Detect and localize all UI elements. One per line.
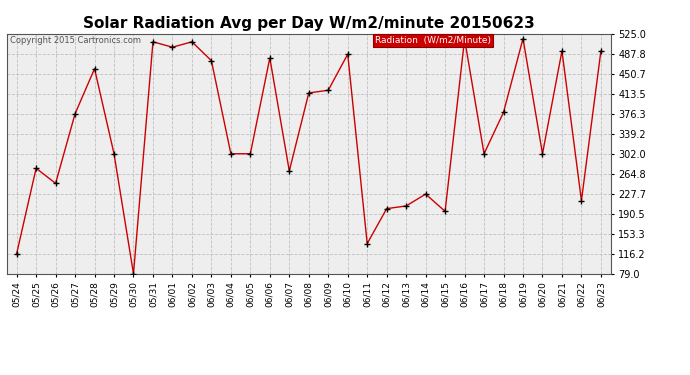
Text: Copyright 2015 Cartronics.com: Copyright 2015 Cartronics.com	[10, 36, 141, 45]
Text: Radiation  (W/m2/Minute): Radiation (W/m2/Minute)	[375, 36, 491, 45]
Title: Solar Radiation Avg per Day W/m2/minute 20150623: Solar Radiation Avg per Day W/m2/minute …	[83, 16, 535, 31]
